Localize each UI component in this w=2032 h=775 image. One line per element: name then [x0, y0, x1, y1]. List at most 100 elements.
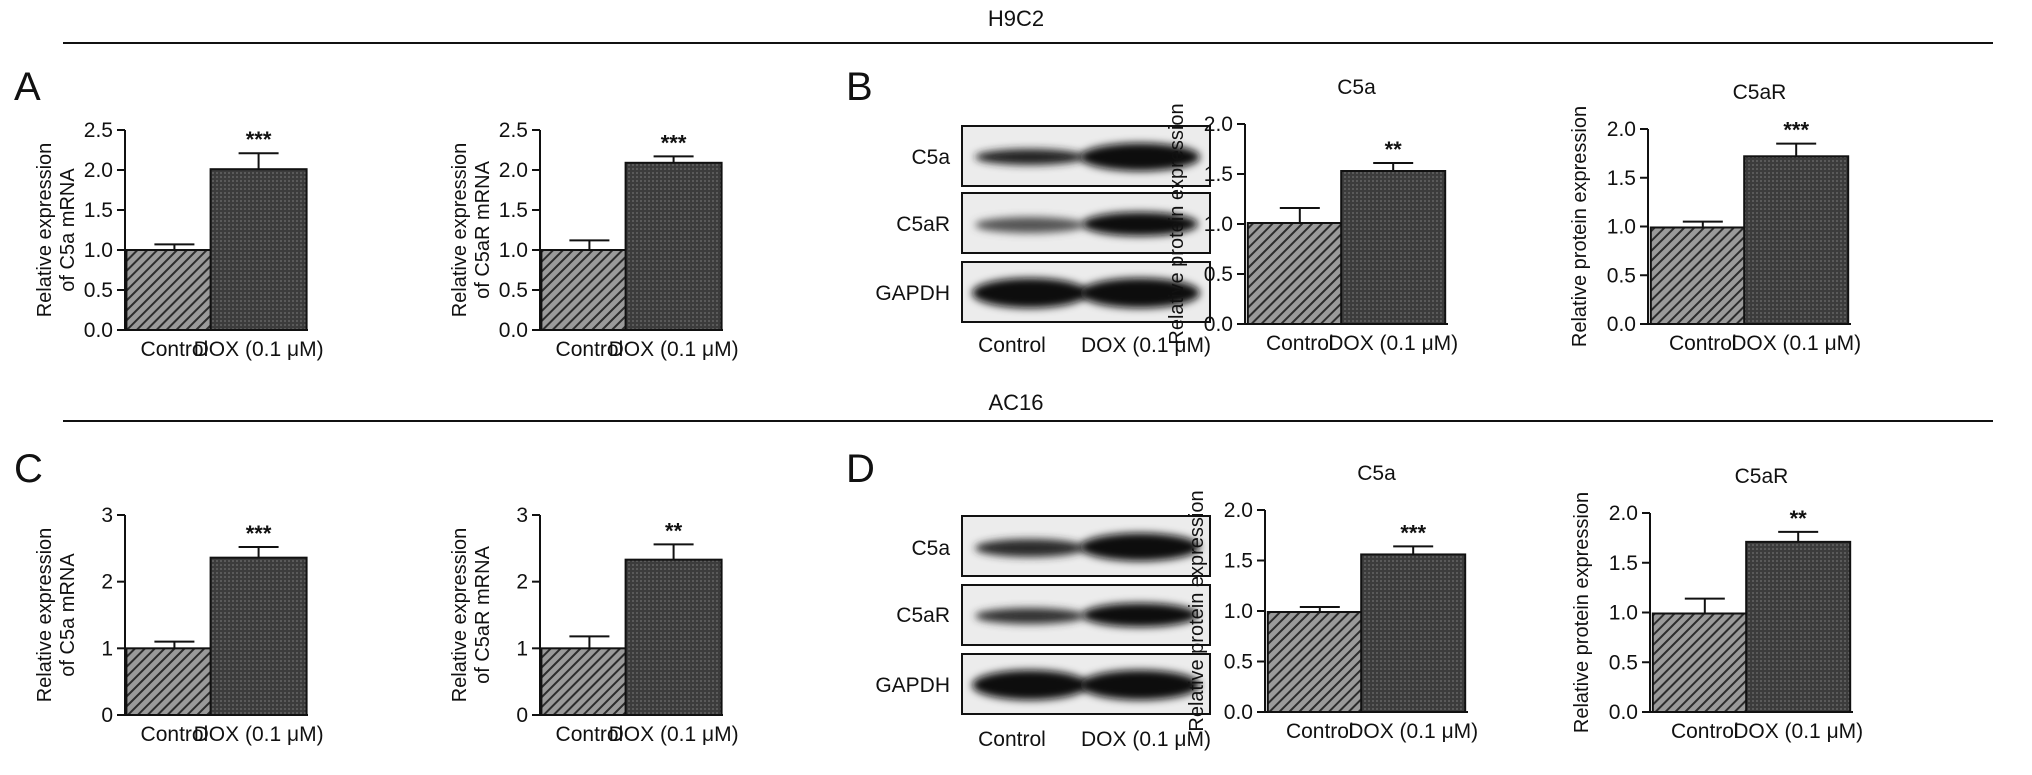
blot-label-c5a: C5a: [911, 537, 950, 560]
x-tick-label: Control: [141, 338, 209, 361]
y-tick-label: 1.5: [84, 199, 113, 222]
western-blot-ac16: C5a C5aR GAPDH Control DOX (0.1 μM): [875, 515, 1211, 751]
significance-label: **: [1790, 506, 1808, 531]
section-title-ac16: AC16: [988, 390, 1043, 415]
bar: [1649, 226, 1756, 326]
blot-band-dox-gapdh: [1080, 278, 1200, 308]
y-tick-label: 0: [101, 704, 113, 727]
panel-letter-d: D: [846, 447, 875, 491]
chart-title: C5aR: [1735, 465, 1789, 488]
y-tick-label: 1.0: [1224, 600, 1253, 623]
y-tick-label: 1.0: [499, 239, 528, 262]
y-tick-label: 3: [101, 504, 113, 527]
bar: [1651, 612, 1758, 713]
bar: [540, 647, 639, 716]
significance-label: ***: [246, 521, 272, 546]
bar: [1246, 222, 1353, 325]
chart-title: C5a: [1337, 76, 1376, 99]
chart-title: C5a: [1357, 462, 1396, 485]
x-tick-label: DOX (0.1 μM): [1348, 720, 1478, 743]
y-axis-label: Relative protein expression: [1186, 490, 1208, 731]
panel-letter-b: B: [846, 65, 873, 109]
blot-label-c5a: C5a: [911, 146, 950, 169]
y-tick-label: 2.0: [1607, 118, 1636, 141]
y-tick-label: 0: [516, 704, 528, 727]
y-tick-label: 1.0: [1609, 602, 1638, 625]
x-tick-label: Control: [1671, 720, 1739, 743]
bar-chart-5: 0 1 2 3 Relative expressionof C5a mRNA Contro…: [34, 504, 324, 746]
bar-chart-8: 0.0 0.5 1.0 1.5 2.0 Relative protein expressi…: [1571, 465, 1863, 743]
y-tick-label: 1.5: [1224, 550, 1253, 573]
y-tick-label: 2: [101, 571, 113, 594]
x-tick-label: DOX (0.1 μM): [194, 338, 324, 361]
y-tick-label: 0.5: [1609, 651, 1638, 674]
y-axis-label-line: Relative protein expression: [1166, 103, 1188, 344]
blot-band-control-gapdh: [972, 670, 1088, 700]
x-tick-label: Control: [556, 723, 624, 746]
y-tick-label: 1.0: [84, 239, 113, 262]
chart-title: C5aR: [1733, 81, 1787, 104]
y-tick-label: 0.0: [84, 319, 113, 342]
y-axis-label-line: of C5a mRNA: [57, 553, 79, 677]
bar: [1266, 611, 1373, 714]
bar-chart-4: 0.0 0.5 1.0 1.5 2.0 Relative protein expressi…: [1569, 81, 1861, 355]
y-tick-label: 2.0: [1609, 502, 1638, 525]
y-axis-label-line: Relative expression: [449, 143, 471, 318]
bar: [125, 647, 224, 716]
y-axis-label: Relative protein expression: [1166, 103, 1188, 344]
panel-letter-a: A: [14, 65, 41, 109]
bar: [624, 161, 723, 331]
y-tick-label: 1: [101, 637, 113, 660]
blot-band-control-c5ar: [975, 608, 1085, 624]
y-axis-label: Relative protein expression: [1571, 492, 1593, 733]
x-tick-label: DOX (0.1 μM): [609, 723, 739, 746]
blot-label-c5ar: C5aR: [896, 213, 950, 236]
y-tick-label: 2.0: [1224, 499, 1253, 522]
x-tick-label: DOX (0.1 μM): [1731, 332, 1861, 355]
bar: [125, 249, 224, 331]
y-tick-label: 0.5: [1204, 263, 1233, 286]
blot-label-gapdh: GAPDH: [875, 674, 950, 697]
blot-band-control-c5a: [975, 149, 1085, 165]
blot-lane-control: Control: [978, 334, 1046, 357]
x-tick-label: Control: [1669, 332, 1737, 355]
y-axis-label-line: Relative expression: [34, 143, 56, 318]
x-tick-label: DOX (0.1 μM): [609, 338, 739, 361]
y-tick-label: 1.5: [1607, 167, 1636, 190]
blot-lane-dox: DOX (0.1 μM): [1081, 728, 1211, 751]
y-tick-label: 1.0: [1607, 216, 1636, 239]
y-axis-label: Relative expressionof C5a mRNA: [34, 528, 79, 703]
y-tick-label: 1: [516, 637, 528, 660]
bar-chart-1: 0.0 0.5 1.0 1.5 2.0 2.5 Relative expressionof …: [34, 119, 324, 361]
y-tick-label: 0.0: [1204, 313, 1233, 336]
bar: [540, 249, 639, 331]
y-tick-label: 2.5: [84, 119, 113, 142]
y-tick-label: 1.5: [1609, 552, 1638, 575]
western-blot-h9c2: C5a C5aR GAPDH Control DOX (0.1 μM): [875, 125, 1211, 357]
y-axis-label-line: of C5aR mRNA: [472, 160, 494, 298]
y-tick-label: 0.5: [84, 279, 113, 302]
y-tick-label: 0.0: [499, 319, 528, 342]
y-tick-label: 0.0: [1607, 313, 1636, 336]
blot-band-control-c5a: [975, 539, 1085, 557]
blot-lane-control: Control: [978, 728, 1046, 751]
bar: [1360, 553, 1467, 713]
y-axis-label-line: of C5a mRNA: [57, 168, 79, 292]
bar: [624, 558, 723, 717]
y-tick-label: 2.5: [499, 119, 528, 142]
y-tick-label: 0.0: [1609, 701, 1638, 724]
bar: [209, 556, 308, 717]
y-tick-label: 2.0: [84, 159, 113, 182]
y-axis-label-line: Relative protein expression: [1569, 106, 1591, 347]
blot-band-control-c5ar: [975, 217, 1085, 233]
y-tick-label: 0.5: [499, 279, 528, 302]
section-title-h9c2: H9C2: [988, 6, 1044, 31]
y-axis-label-line: Relative protein expression: [1571, 492, 1593, 733]
x-tick-label: DOX (0.1 μM): [1733, 720, 1863, 743]
blot-band-dox-c5a: [1080, 143, 1200, 171]
y-axis-label-line: Relative expression: [34, 528, 56, 703]
significance-label: ***: [246, 127, 272, 152]
